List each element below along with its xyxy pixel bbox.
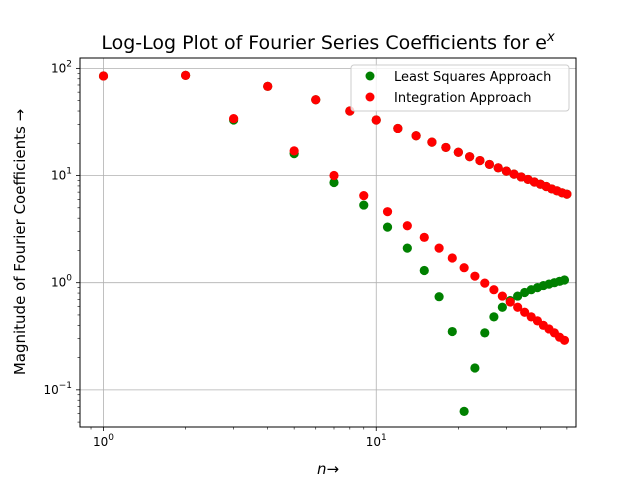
data-point: [501, 166, 511, 176]
plot-frame: [79, 57, 577, 428]
y-tick-label-base: 10: [51, 61, 66, 75]
data-point: [453, 147, 463, 157]
legend-marker-least-squares: [365, 71, 375, 81]
data-point: [497, 291, 507, 301]
data-point: [497, 302, 507, 312]
legend-marker-integration: [365, 92, 375, 102]
x-tick-label-base: 10: [366, 435, 381, 449]
grid: [80, 58, 576, 427]
data-point: [329, 177, 339, 188]
data-point: [447, 253, 457, 263]
data-point: [393, 123, 403, 134]
x-tick-labels: 100 101: [93, 433, 387, 449]
data-point: [434, 243, 444, 253]
y-tick-label: 100: [51, 274, 72, 290]
data-point: [329, 170, 339, 181]
data-point: [480, 328, 490, 338]
data-point: [480, 278, 490, 288]
data-point: [493, 163, 503, 173]
data-point: [475, 155, 485, 166]
y-tick-label-base: 10: [51, 169, 66, 183]
data-point: [229, 113, 239, 124]
major-ticks: [76, 67, 377, 431]
data-point: [459, 406, 469, 416]
x-tick-label-exponent: 1: [381, 433, 387, 443]
legend-label-integration: Integration Approach: [394, 91, 532, 106]
data-point: [470, 363, 480, 373]
data-point: [419, 265, 429, 276]
series-1: [98, 70, 572, 345]
data-point: [489, 312, 499, 322]
x-tick-label: 100: [93, 433, 114, 449]
data-point: [411, 131, 421, 141]
data-point: [509, 169, 519, 179]
data-point: [520, 307, 530, 317]
series-points: [98, 70, 572, 416]
data-point: [447, 326, 457, 337]
data-point: [559, 275, 570, 285]
data-point: [263, 81, 273, 91]
x-axis-label-text: n: [317, 460, 327, 478]
data-point: [489, 285, 499, 295]
x-axis-label: n→: [317, 460, 339, 478]
y-tick-label: 102: [51, 59, 72, 75]
data-point: [419, 232, 429, 242]
data-point: [382, 222, 393, 232]
y-tick-label-exponent: 0: [66, 274, 72, 284]
y-axis-label: Magnitude of Fourier Coefficients →: [11, 109, 29, 375]
data-point: [427, 137, 437, 147]
data-point: [562, 189, 572, 199]
data-point: [513, 291, 523, 301]
data-point: [484, 159, 495, 170]
x-axis-label-arrow: →: [326, 460, 339, 478]
y-tick-label: 101: [51, 167, 72, 183]
y-tick-label: 10−1: [43, 381, 72, 397]
y-tick-label-exponent: −1: [59, 381, 72, 391]
y-tick-label-exponent: 1: [66, 167, 72, 177]
data-point: [459, 263, 469, 273]
legend-box: [350, 64, 570, 112]
data-point: [470, 271, 480, 281]
data-point: [465, 152, 475, 162]
data-point: [289, 146, 299, 156]
minor-ticks: [77, 72, 568, 430]
legend: Least Squares Approach Integration Appro…: [350, 64, 570, 112]
data-point: [311, 95, 321, 105]
chart-title-superscript: x: [546, 30, 555, 45]
x-tick-label: 101: [366, 433, 387, 449]
y-tick-label-exponent: 2: [66, 59, 72, 69]
data-point: [513, 302, 523, 312]
chart-title-text: Log-Log Plot of Fourier Series Coefficie…: [101, 32, 547, 54]
x-tick-label-base: 10: [93, 435, 108, 449]
data-point: [441, 142, 451, 153]
data-point: [434, 292, 444, 302]
data-point: [382, 207, 393, 217]
data-point: [359, 200, 369, 210]
data-point: [505, 297, 515, 307]
series-0: [98, 70, 572, 416]
data-point: [559, 335, 570, 345]
legend-label-least-squares: Least Squares Approach: [394, 70, 551, 85]
data-point: [359, 190, 369, 201]
data-point: [402, 243, 412, 253]
y-tick-label-base: 10: [43, 383, 58, 397]
y-tick-label-base: 10: [51, 276, 66, 290]
data-point: [402, 221, 412, 231]
data-point: [98, 71, 109, 81]
data-point: [181, 70, 191, 81]
x-tick-label-exponent: 0: [108, 433, 114, 443]
chart-title: Log-Log Plot of Fourier Series Coefficie…: [101, 30, 555, 54]
data-point: [371, 115, 381, 125]
